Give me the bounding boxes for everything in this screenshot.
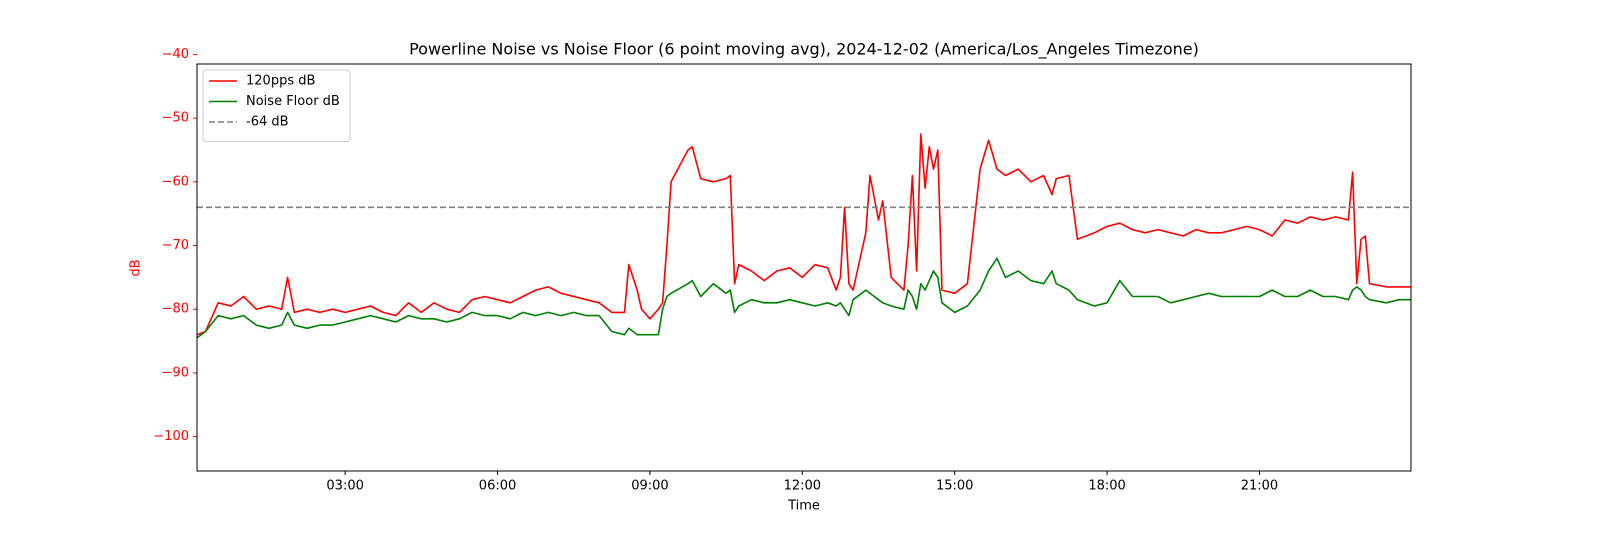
y-tick-label: −100 (153, 429, 189, 444)
y-tick-label: −70 (162, 238, 189, 253)
x-tick-label: 18:00 (1088, 479, 1125, 494)
x-tick-label: 03:00 (326, 479, 363, 494)
y-tick-label: −50 (162, 111, 189, 126)
x-tick-label: 12:00 (784, 479, 821, 494)
y-tick-label: −90 (162, 365, 189, 380)
x-tick-label: 15:00 (936, 479, 973, 494)
x-tick-label: 06:00 (479, 479, 516, 494)
plot-frame (196, 63, 1412, 472)
y-tick-label: −40 (162, 47, 189, 62)
legend-label: Noise Floor dB (246, 94, 340, 109)
data-line (196, 133, 1411, 336)
x-tick-label: 21:00 (1241, 479, 1278, 494)
legend-label: -64 dB (246, 115, 289, 130)
legend-box (202, 69, 351, 142)
chart-title: Powerline Noise vs Noise Floor (6 point … (409, 40, 1199, 60)
y-axis-label: dB (129, 259, 144, 276)
x-axis-label: Time (787, 499, 820, 514)
data-line (196, 257, 1411, 339)
y-tick-label: −60 (162, 174, 189, 189)
legend-label: 120pps dB (246, 74, 315, 89)
y-tick-label: −80 (162, 302, 189, 317)
x-tick-label: 09:00 (631, 479, 668, 494)
